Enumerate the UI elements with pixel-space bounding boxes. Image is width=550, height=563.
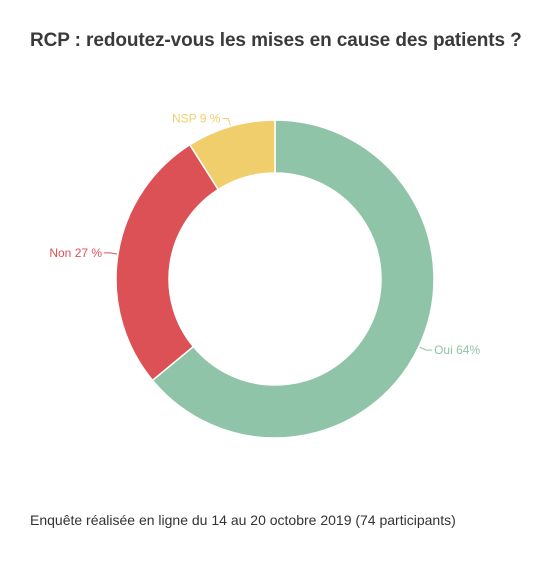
slice-nsp [188,119,276,191]
label-oui: Oui 64% [434,343,480,357]
chart-slices [115,119,435,439]
survey-footnote: Enquête réalisée en ligne du 14 au 20 oc… [30,512,456,528]
chart-labels: Oui 64% Non 27 % NSP 9 % [49,112,480,357]
label-nsp: NSP 9 % [172,112,221,126]
chart-leader-lines [104,118,433,351]
chart-title: RCP : redoutez-vous les mises en cause d… [30,30,522,51]
slice-oui [151,119,435,439]
label-non: Non 27 % [49,246,102,260]
slice-non [115,143,220,382]
leader-line-non [104,252,118,255]
leader-line-oui [419,346,433,351]
leader-line-nsp [222,118,231,126]
